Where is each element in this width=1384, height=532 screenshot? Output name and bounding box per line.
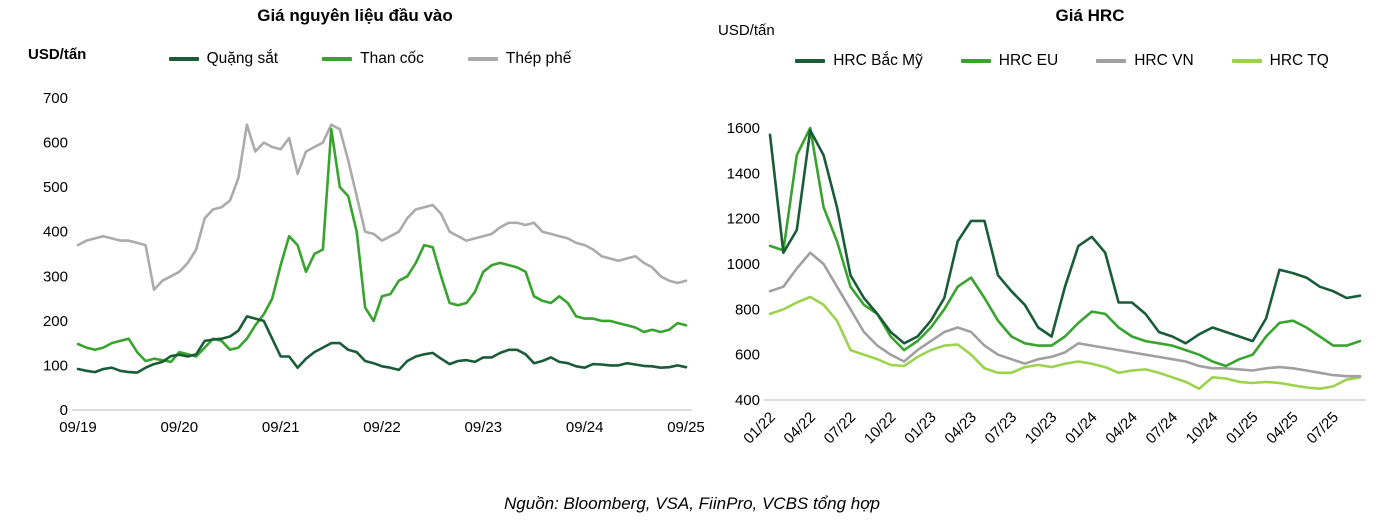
x-tick-label: 09/25 — [667, 419, 705, 436]
legend-label: Thép phế — [505, 50, 572, 67]
legend-line-marker-icon — [1231, 59, 1262, 63]
legend-item: Thép phế — [467, 50, 572, 68]
y-tick-label: 700 — [43, 90, 68, 107]
x-tick-label: 07/24 — [1143, 409, 1182, 448]
series-line-Quặng sắt — [76, 315, 688, 374]
series-line-HRC VN — [768, 251, 1362, 378]
y-tick-label: 300 — [43, 268, 68, 285]
x-tick-label: 04/23 — [941, 409, 980, 448]
y-axis-unit-right: USD/tấn — [718, 22, 775, 39]
series-line-HRC TQ — [768, 295, 1362, 391]
legend-line-marker-icon — [960, 59, 991, 63]
legend-label: Than cốc — [360, 50, 424, 67]
y-tick-label: 1000 — [727, 256, 760, 273]
x-tick-label: 01/24 — [1062, 409, 1101, 448]
plot-hrc: 400 600 800 1000 1200 1400 1600 01/22 04/22 07/22… — [710, 0, 1384, 470]
y-tick-label: 500 — [43, 179, 68, 196]
y-tick-label: 400 — [43, 224, 68, 241]
y-axis-unit-left: USD/tấn — [28, 46, 87, 63]
y-tick-label: 600 — [43, 135, 68, 152]
legend-line-marker-icon — [467, 57, 498, 61]
x-tick-label: 07/22 — [821, 409, 860, 448]
y-tick-label: 1200 — [727, 211, 760, 228]
y-tick-label: 400 — [735, 392, 760, 409]
x-tick-label: 09/19 — [59, 419, 97, 436]
x-tick-label: 01/23 — [901, 409, 940, 448]
legend-item: HRC EU — [960, 52, 1059, 70]
x-tick-label: 04/24 — [1102, 409, 1141, 448]
x-tick-label: 10/23 — [1022, 409, 1061, 448]
y-tick-label: 800 — [735, 301, 760, 318]
legend-item: HRC Bắc Mỹ — [795, 52, 923, 70]
y-tick-label: 0 — [60, 402, 68, 419]
x-tick-label: 09/22 — [363, 419, 401, 436]
x-tick-label: 04/22 — [780, 409, 819, 448]
legend-input-materials: Quặng sắt Than cốc Thép phế — [25, 50, 715, 68]
legend-line-marker-icon — [1096, 59, 1127, 63]
x-tick-label: 07/25 — [1303, 409, 1342, 448]
legend-line-marker-icon — [168, 57, 199, 61]
series-line-Thép phế — [76, 123, 688, 292]
legend-label: Quặng sắt — [206, 50, 279, 67]
series-line-HRC EU — [768, 126, 1362, 368]
x-tick-label: 09/24 — [566, 419, 604, 436]
x-tick-label: 04/25 — [1263, 409, 1302, 448]
chart-title-hrc: Giá HRC — [1055, 6, 1125, 25]
series-line-HRC Bắc Mỹ — [768, 129, 1362, 345]
legend-item: HRC TQ — [1231, 52, 1329, 70]
legend-label: HRC Bắc Mỹ — [833, 52, 923, 69]
legend-item: HRC VN — [1096, 52, 1194, 70]
x-tick-label: 10/24 — [1183, 409, 1222, 448]
x-tick-label: 10/22 — [861, 409, 900, 448]
x-tick-label: 09/21 — [262, 419, 300, 436]
legend-label: HRC VN — [1134, 52, 1194, 69]
series-line-Than cốc — [76, 127, 688, 364]
line-chart-svg: 0 100 200 300 400 500 600 700 09/19 09/20 09/21 09/… — [43, 90, 705, 436]
chart-title-input-materials: Giá nguyên liệu đầu vào — [257, 6, 453, 25]
x-tick-label: 07/23 — [982, 409, 1021, 448]
x-tick-label: 09/20 — [161, 419, 199, 436]
legend-line-marker-icon — [795, 59, 826, 63]
plot-input-materials: 0 100 200 300 400 500 600 700 09/19 09/20 09/21 09/… — [0, 0, 710, 470]
y-tick-label: 600 — [735, 347, 760, 364]
y-tick-label: 200 — [43, 313, 68, 330]
legend-line-marker-icon — [322, 57, 353, 61]
legend-item: Than cốc — [322, 50, 424, 68]
line-chart-svg: 400 600 800 1000 1200 1400 1600 01/22 04/22 07/22… — [727, 120, 1366, 448]
legend-hrc: HRC Bắc Mỹ HRC EU HRC VN HRC TQ — [740, 52, 1384, 70]
y-tick-label: 100 — [43, 357, 68, 374]
x-tick-label: 01/22 — [740, 409, 779, 448]
legend-label: HRC TQ — [1269, 52, 1329, 69]
y-tick-label: 1600 — [727, 120, 760, 137]
legend-label: HRC EU — [998, 52, 1059, 69]
y-tick-label: 1400 — [727, 165, 760, 182]
x-tick-label: 09/23 — [465, 419, 503, 436]
source-caption: Nguồn: Bloomberg, VSA, FiinPro, VCBS tổn… — [504, 494, 880, 513]
legend-item: Quặng sắt — [168, 50, 279, 68]
x-tick-label: 01/25 — [1223, 409, 1262, 448]
